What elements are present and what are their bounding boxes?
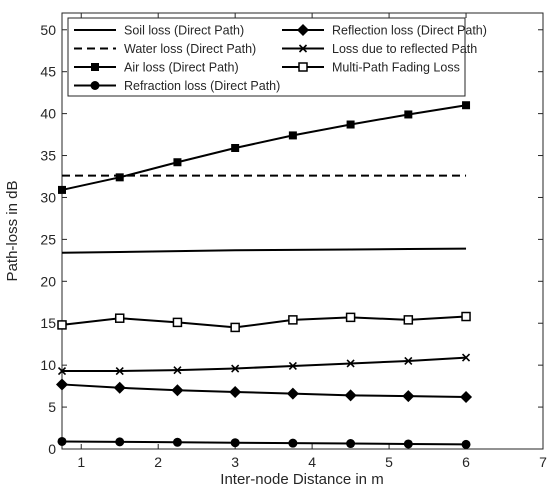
circle-marker [172, 437, 182, 447]
x-marker [288, 361, 297, 371]
legend-entry: Loss due to reflected Path [282, 42, 477, 56]
x-marker [115, 366, 124, 376]
square-marker [115, 173, 124, 182]
open-square-marker [403, 315, 414, 325]
legend-label: Water loss (Direct Path) [124, 42, 256, 56]
x-axis: 1 2 3 4 5 6 7 [77, 13, 547, 470]
series [58, 101, 471, 194]
open-square-marker [288, 315, 298, 325]
y-tick-label: 50 [40, 22, 56, 38]
y-tick-label: 25 [40, 231, 56, 247]
x-tick-label: 7 [539, 454, 547, 470]
square-marker [288, 131, 297, 140]
legend-entry: Multi-Path Fading Loss [282, 61, 460, 75]
x-marker [57, 366, 67, 376]
circle-marker [403, 439, 413, 449]
square-marker [404, 110, 413, 119]
series [56, 378, 473, 404]
square-marker [173, 158, 182, 167]
x-marker [173, 366, 182, 375]
open-square-marker [230, 322, 240, 333]
circle-marker [115, 437, 125, 447]
legend-entry: Water loss (Direct Path) [74, 42, 256, 56]
series [57, 353, 471, 376]
diamond-marker [229, 385, 242, 398]
diamond-marker [297, 24, 309, 36]
series-line [61, 104, 467, 191]
legend-label: Reflection loss (Direct Path) [332, 24, 487, 38]
legend-entry: Refraction loss (Direct Path) [74, 79, 280, 93]
y-axis-title: Path-loss in dB [4, 181, 21, 282]
x-marker [404, 356, 413, 366]
legend-label: Refraction loss (Direct Path) [124, 79, 280, 93]
x-tick-label: 1 [77, 454, 85, 470]
y-tick-label: 30 [40, 189, 56, 205]
square-marker [91, 63, 99, 71]
circle-marker [57, 436, 67, 446]
y-tick-label: 35 [40, 148, 56, 164]
circle-marker [461, 439, 471, 449]
legend-label: Loss due to reflected Path [332, 42, 477, 56]
y-tick-label: 0 [48, 441, 56, 457]
square-marker [462, 101, 471, 110]
open-square-marker [461, 311, 471, 322]
diamond-marker [171, 384, 184, 397]
x-tick-label: 2 [154, 454, 162, 470]
square-marker [346, 120, 355, 129]
diamond-marker [56, 378, 68, 391]
series-line [61, 440, 467, 446]
x-axis-title: Inter-node Distance in m [220, 471, 383, 488]
series-line [61, 247, 467, 254]
series-layer [56, 101, 473, 449]
x-tick-label: 5 [385, 454, 393, 470]
y-tick-label: 40 [40, 106, 56, 122]
circle-marker [230, 438, 240, 448]
diamond-marker [113, 381, 126, 394]
y-tick-label: 15 [40, 315, 56, 331]
square-marker [231, 143, 240, 152]
series [57, 436, 471, 449]
y-tick-label: 20 [40, 273, 56, 289]
legend-label: Soil loss (Direct Path) [124, 24, 244, 38]
open-square-marker [57, 320, 67, 330]
series-line [61, 315, 467, 329]
x-marker [461, 353, 471, 362]
series [57, 311, 471, 333]
legend-label: Multi-Path Fading Loss [332, 61, 460, 75]
x-marker [298, 44, 308, 53]
diamond-marker [344, 389, 357, 402]
series-line [62, 356, 467, 373]
open-square-marker [114, 313, 125, 323]
y-tick-label: 45 [40, 64, 56, 80]
square-marker [58, 185, 66, 194]
diamond-marker [402, 390, 415, 403]
y-axis: 0 5 10 15 20 25 30 35 40 45 50 [40, 22, 543, 457]
legend-entry: Soil loss (Direct Path) [74, 24, 244, 38]
legend-entry: Air loss (Direct Path) [74, 61, 239, 75]
series [61, 247, 467, 254]
x-marker [346, 359, 355, 368]
series-line [61, 383, 467, 399]
legend-box [67, 17, 466, 97]
x-tick-label: 6 [462, 454, 470, 470]
circle-marker [90, 81, 100, 90]
circle-marker [346, 439, 356, 449]
open-square-marker [345, 312, 356, 323]
x-marker [231, 364, 240, 373]
y-tick-label: 5 [48, 399, 56, 415]
diamond-marker [286, 387, 299, 400]
legend-label: Air loss (Direct Path) [124, 61, 239, 75]
x-tick-label: 4 [308, 454, 316, 470]
y-tick-label: 10 [40, 357, 56, 373]
open-square-marker [172, 317, 183, 328]
legend-entry: Reflection loss (Direct Path) [282, 24, 487, 38]
open-square-marker [298, 62, 308, 72]
legend: Soil loss (Direct Path) Reflection loss (… [67, 17, 487, 97]
circle-marker [288, 438, 298, 448]
x-tick-label: 3 [231, 454, 239, 470]
diamond-marker [460, 391, 473, 404]
